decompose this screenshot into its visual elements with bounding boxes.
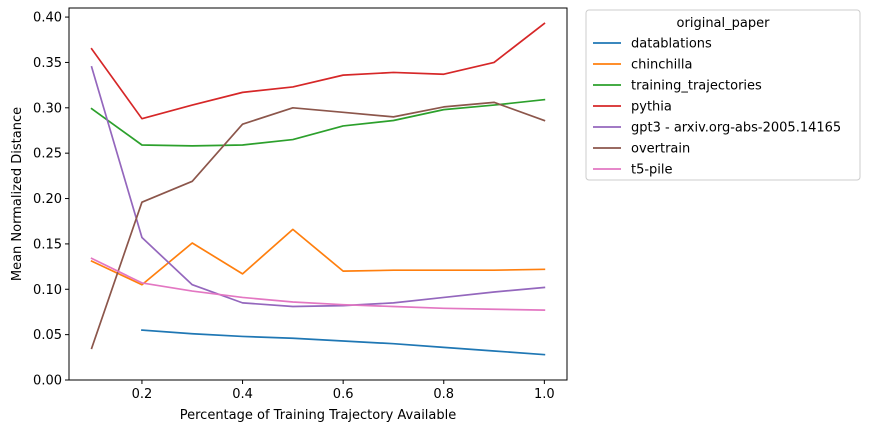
series-line-2 <box>90 98 546 147</box>
x-tick-label: 0.8 <box>433 387 454 402</box>
y-tick-label: 0.25 <box>33 147 62 162</box>
legend-label-3: pythia <box>631 100 672 115</box>
y-tick-label: 0.15 <box>33 237 62 252</box>
series-line-0 <box>141 329 546 356</box>
x-tick-label: 0.6 <box>333 387 354 402</box>
y-tick-label: 0.35 <box>33 56 62 71</box>
x-axis-label: Percentage of Training Trajectory Availa… <box>180 408 457 423</box>
y-tick-label: 0.00 <box>33 374 62 389</box>
legend-label-1: chinchilla <box>631 58 692 73</box>
y-axis-label: Mean Normalized Distance <box>10 107 25 281</box>
series-line-4 <box>90 65 546 308</box>
legend-label-4: gpt3 - arxiv.org-abs-2005.14165 <box>631 121 841 136</box>
y-tick-label: 0.20 <box>33 192 62 207</box>
y-tick-label: 0.05 <box>33 328 62 343</box>
legend-box <box>585 9 861 181</box>
legend-label-2: training_trajectories <box>631 79 762 94</box>
series-line-6 <box>90 257 546 312</box>
legend-items: datablations chinchilla training_trajector… <box>593 37 841 178</box>
y-axis-ticks: 0.00 0.05 0.10 0.15 0.20 0.25 0.30 0.35 0.40 <box>33 11 69 389</box>
x-tick-label: 0.2 <box>132 387 153 402</box>
y-tick-label: 0.10 <box>33 283 62 298</box>
x-tick-label: 1.0 <box>534 387 555 402</box>
x-axis-ticks: 0.2 0.4 0.6 0.8 1.0 <box>132 380 555 402</box>
legend-label-0: datablations <box>631 37 712 52</box>
x-tick-label: 0.4 <box>232 387 253 402</box>
series-line-1 <box>90 228 546 286</box>
legend-label-6: t5-pile <box>631 163 673 178</box>
legend-title: original_paper <box>677 16 771 31</box>
series-line-3 <box>90 22 546 120</box>
series-layer <box>90 22 546 356</box>
plot-frame <box>68 7 568 381</box>
y-tick-label: 0.30 <box>33 101 62 116</box>
legend-label-5: overtrain <box>631 142 690 157</box>
legend: original_paper datablations chinchilla tra… <box>585 9 861 181</box>
series-line-5 <box>90 101 546 350</box>
y-tick-label: 0.40 <box>33 11 62 26</box>
